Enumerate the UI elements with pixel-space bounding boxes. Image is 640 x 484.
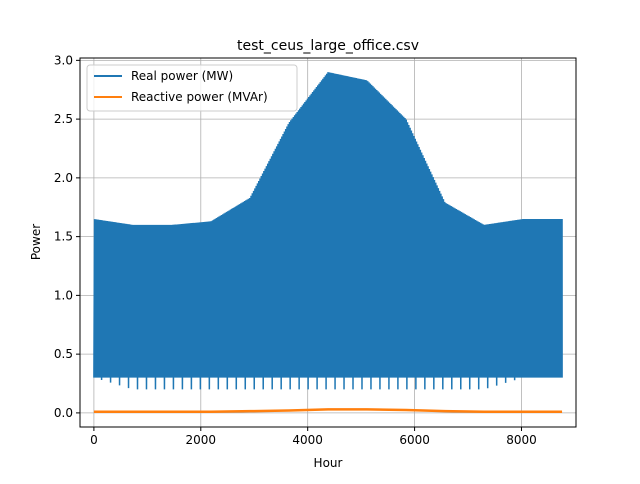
series-line-real-power (93, 72, 563, 390)
y-axis-label: Power (29, 224, 43, 260)
y-tick-label-6: 3.0 (54, 53, 73, 67)
y-tick-label-3: 1.5 (54, 230, 73, 244)
x-tick-label-4: 8000 (506, 433, 537, 447)
axis-ticks: 0 2000 4000 6000 8000 0.0 0.5 1.0 1.5 2.0 2.5 3.0 (54, 53, 537, 447)
series-line-reactive-power (93, 408, 563, 413)
axes-frame (79, 57, 577, 428)
y-tick-label-2: 1.0 (54, 288, 73, 302)
x-axis-label: Hour (314, 456, 343, 470)
y-tick-label-1: 0.5 (54, 347, 73, 361)
x-tick-label-0: 0 (90, 433, 98, 447)
y-tick-label-0: 0.0 (54, 406, 73, 420)
legend-label-real-power: Real power (MW) (131, 69, 233, 83)
y-tick-label-5: 2.5 (54, 112, 73, 126)
legend: Real power (MW) Reactive power (MVAr) (86, 64, 298, 112)
x-tick-label-3: 6000 (399, 433, 430, 447)
y-tick-label-4: 2.0 (54, 171, 73, 185)
legend-box (86, 64, 298, 112)
chart-title: test_ceus_large_office.csv (237, 38, 419, 54)
legend-label-reactive-power: Reactive power (MVAr) (131, 90, 268, 104)
x-tick-label-2: 4000 (292, 433, 323, 447)
x-tick-label-1: 2000 (186, 433, 217, 447)
plot-data (93, 72, 563, 413)
